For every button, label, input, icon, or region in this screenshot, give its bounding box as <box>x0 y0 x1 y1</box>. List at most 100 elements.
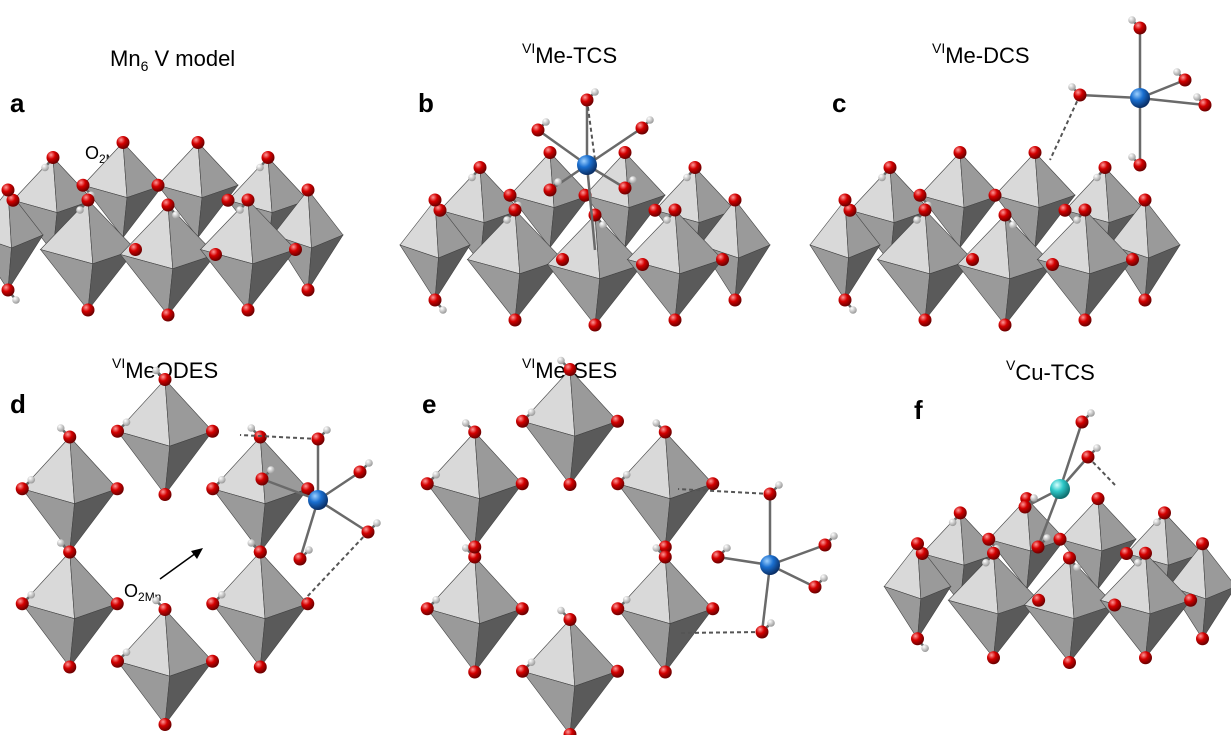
polyhedron-face <box>1145 599 1192 659</box>
oxygen-atom <box>428 293 442 307</box>
oxygen-atom <box>755 625 769 639</box>
structure-e <box>420 356 838 735</box>
polyhedron-face <box>734 244 771 301</box>
structure-b <box>399 88 771 332</box>
oxygen-atom <box>1046 258 1059 271</box>
hydrogen-atom <box>1073 563 1081 572</box>
oxygen-atom <box>428 193 442 207</box>
metal-atom <box>577 155 597 175</box>
hydrogen-atom <box>247 539 256 547</box>
oxygen-atom <box>563 363 577 376</box>
oxygen-atom <box>301 597 315 611</box>
hydrogen-atom <box>1093 444 1101 452</box>
oxygen-atom <box>1178 73 1192 87</box>
oxygen-atom <box>763 487 777 501</box>
hydrogen-atom <box>217 590 226 599</box>
oxygen-atom <box>706 477 720 491</box>
hydrogen-atom <box>1030 494 1038 502</box>
oxygen-atom <box>1196 632 1209 646</box>
polyhedron-face <box>569 420 619 486</box>
hydrogen-atom <box>461 419 470 427</box>
oxygen-atom <box>1133 158 1147 172</box>
hydrogen-atom <box>921 644 929 653</box>
oxygen-atom <box>578 188 592 202</box>
oxygen-atom <box>913 188 927 202</box>
bond <box>1058 421 1084 490</box>
panel-letter: a <box>10 88 25 118</box>
oxygen-atom <box>468 550 482 564</box>
polyhedron-face <box>924 258 974 322</box>
oxygen-atom <box>468 665 482 679</box>
oxygen-atom <box>255 472 269 486</box>
hydrogen-atom <box>1153 518 1161 527</box>
polyhedron-face <box>1202 588 1231 639</box>
oxygen-atom <box>911 632 924 646</box>
title-main: Mn <box>110 46 141 71</box>
oxygen-atom <box>1081 450 1095 464</box>
oxygen-atom <box>611 414 624 428</box>
oxygen-atom <box>221 193 235 207</box>
oxygen-atom <box>158 718 172 731</box>
oxygen-atom <box>473 161 487 174</box>
bond <box>537 128 588 167</box>
oxygen-atom <box>648 203 662 217</box>
oxygen-atom <box>1032 593 1046 607</box>
oxygen-atom <box>241 193 255 207</box>
oxygen-atom <box>1133 21 1147 35</box>
structure-f <box>883 409 1231 669</box>
polyhedron-face <box>959 194 1001 249</box>
oxygen-atom <box>618 146 632 159</box>
oxygen-atom <box>508 313 522 327</box>
metal-atom <box>1050 479 1070 499</box>
oxygen-atom <box>206 654 219 668</box>
oxygen-atom <box>988 188 1002 202</box>
hydrogen-atom <box>1043 534 1051 542</box>
polyhedron-face <box>167 253 217 317</box>
arrow-head <box>191 548 203 559</box>
title-sup: VI <box>522 355 536 371</box>
hydrogen-atom <box>503 216 511 224</box>
oxygen-atom <box>818 538 832 552</box>
polyhedron-face <box>259 488 309 554</box>
oxygen-atom <box>808 580 822 594</box>
oxygen-atom <box>563 728 577 735</box>
structure-a <box>0 136 344 322</box>
hydrogen-atom <box>913 216 921 224</box>
polyhedron-face <box>569 670 619 735</box>
oxygen-atom <box>658 665 672 679</box>
hydrogen-atom <box>432 595 441 604</box>
hydrogen-atom <box>629 176 637 184</box>
oxygen-atom <box>111 654 124 668</box>
oxygen-atom <box>15 597 29 611</box>
hydrogen-atom <box>122 648 131 657</box>
oxygen-atom <box>588 318 602 332</box>
oxygen-atom <box>838 293 852 307</box>
oxygen-atom <box>1184 593 1198 607</box>
hydrogen-atom <box>323 426 331 434</box>
polyhedron-face <box>993 599 1040 659</box>
hydrogen-atom <box>305 546 313 554</box>
hydrogen-atom <box>775 481 783 489</box>
hydrogen-atom <box>1087 409 1095 417</box>
panel-letter: f <box>914 395 923 425</box>
hydrogen-atom <box>830 532 838 540</box>
hydrogen-atom <box>56 424 65 432</box>
oxygen-atom <box>63 660 77 674</box>
hydrogen-atom <box>172 211 180 219</box>
hydrogen-atom <box>723 544 731 552</box>
polyhedron-face <box>307 234 344 291</box>
polyhedron-face <box>1084 258 1134 322</box>
oxygen-atom <box>158 603 172 616</box>
oxygen-atom <box>311 432 325 446</box>
oxygen-atom <box>515 602 529 616</box>
hydrogen-atom <box>1073 216 1081 224</box>
oxygen-atom <box>515 477 529 491</box>
hydrogen-atom <box>373 519 381 527</box>
hydrogen-atom <box>542 118 550 126</box>
polyhedron-face <box>1097 538 1137 590</box>
title-sup: VI <box>522 40 536 56</box>
metal-atom <box>760 555 780 575</box>
polyhedron-face <box>474 483 524 549</box>
polyhedron-face <box>1069 604 1116 664</box>
oxygen-atom <box>191 136 205 149</box>
